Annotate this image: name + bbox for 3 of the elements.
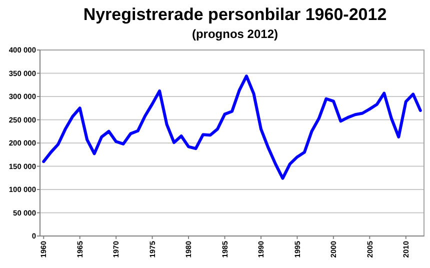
chart-title: Nyregistrerade personbilar 1960-2012 xyxy=(83,5,387,24)
chart-subtitle: (prognos 2012) xyxy=(192,27,278,41)
line-series xyxy=(42,74,422,180)
